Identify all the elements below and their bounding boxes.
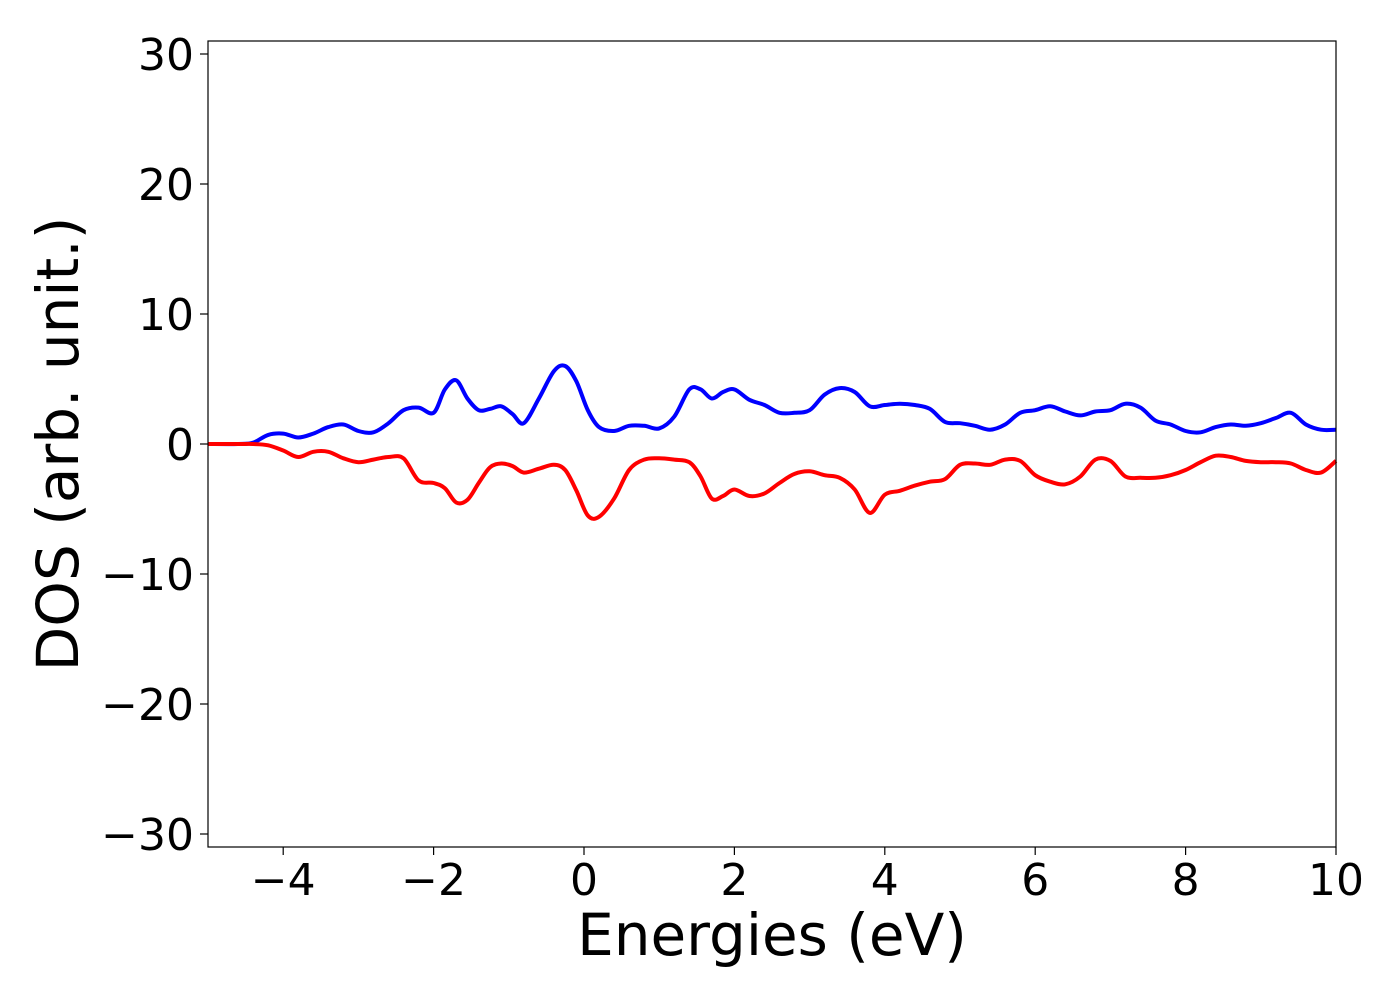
plot-frame (207, 40, 1337, 848)
x-tick-label: 6 (1021, 855, 1049, 906)
y-tick-label: 10 (138, 290, 194, 341)
x-tick-label: −4 (251, 855, 316, 906)
x-axis-ticks: −4 −2 0 2 4 6 8 10 (251, 847, 1364, 906)
x-tick-label: 8 (1172, 855, 1200, 906)
y-tick-label: −20 (101, 680, 194, 731)
series-line-1 (207, 363, 1337, 447)
x-tick-label: 0 (570, 855, 598, 906)
x-tick-label: −2 (401, 855, 466, 906)
y-tick-label: 20 (138, 160, 194, 211)
y-tick-label: 30 (138, 30, 194, 81)
x-axis-label: Energies (eV) (577, 901, 967, 969)
x-tick-label: 4 (871, 855, 899, 906)
x-tick-label: 2 (720, 855, 748, 906)
y-tick-label: −30 (101, 810, 194, 861)
series-line-2 (208, 441, 1338, 521)
y-axis-label: DOS (arb. unit.) (24, 217, 92, 672)
x-tick-label: 10 (1308, 855, 1364, 906)
y-tick-label: −10 (101, 550, 194, 601)
plot-lines (207, 363, 1338, 521)
y-axis-ticks: 30 20 10 0 −10 −20 −30 (101, 30, 208, 861)
y-tick-label: 0 (166, 420, 194, 471)
